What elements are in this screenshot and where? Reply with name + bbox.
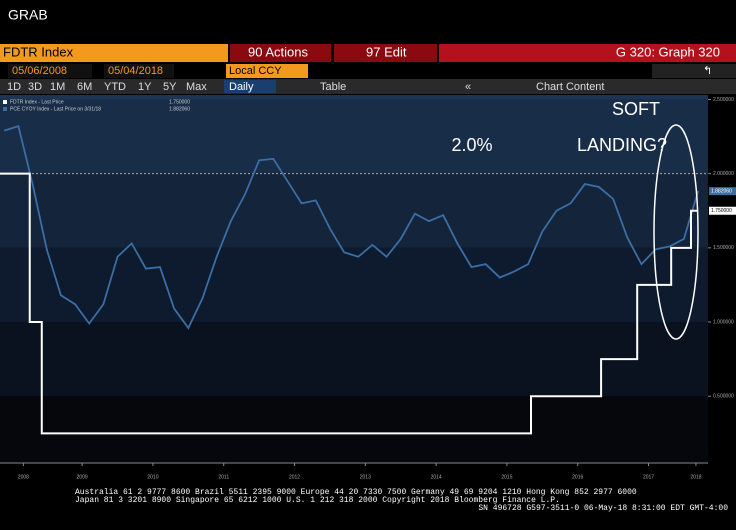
end-date[interactable]: 05/04/2018 [108, 65, 163, 77]
footer-line: Australia 61 2 9777 8600 Brazil 5511 239… [75, 488, 637, 497]
x-tick-label: 2011 [218, 474, 229, 480]
legend-swatch [3, 107, 7, 111]
x-tick-label: 2009 [77, 474, 88, 480]
annotation: 2.0% [451, 135, 492, 155]
series-line [0, 172, 699, 435]
legend-value: 1.750000 [169, 99, 190, 105]
y-tick-label: 1.500000 [713, 245, 734, 251]
back-button[interactable] [652, 64, 736, 78]
legend-swatch [3, 100, 7, 104]
graph-title: G 320: Graph 320 [616, 44, 720, 59]
frequency[interactable]: Daily [229, 81, 254, 93]
x-tick-label: 2016 [572, 474, 583, 480]
chart-content-button[interactable]: Chart Content [536, 81, 604, 93]
y-tick-label: 1.000000 [713, 319, 734, 325]
axis-panel [708, 95, 736, 463]
last-value-box [709, 187, 736, 196]
band [0, 322, 708, 397]
last-value-box [709, 206, 736, 215]
toolbar [0, 79, 736, 94]
actions-menu[interactable] [230, 44, 331, 62]
currency[interactable]: Local CCY [229, 65, 282, 77]
annotation: LANDING? [577, 135, 667, 155]
actions-label[interactable]: 90 Actions [248, 44, 308, 59]
edit-menu[interactable] [334, 44, 437, 62]
band [0, 95, 708, 100]
x-tick-label: 2010 [147, 474, 158, 480]
range-button[interactable]: 1M [50, 81, 65, 93]
band [0, 247, 708, 323]
series-line [3, 125, 699, 330]
x-tick-label: 2018 [690, 474, 701, 480]
legend-label: PCE CYOY Index - Last Price on 3/31/18 [10, 106, 101, 112]
legend-value: 1.882060 [169, 106, 190, 112]
end-date-field[interactable] [104, 64, 174, 78]
range-button[interactable]: 3D [28, 81, 42, 93]
currency-field[interactable] [226, 64, 308, 78]
range-buttons: 1D 3D 1M 6M YTD 1Y 5Y Max [7, 81, 207, 93]
ticker[interactable]: FDTR Index [3, 44, 74, 59]
x-tick-label: 2012 [289, 474, 300, 480]
band [0, 173, 708, 248]
legend-label: FDTR Index - Last Price [10, 99, 64, 105]
last-value-label: 1.750000 [711, 208, 732, 214]
ticker-bar [0, 44, 228, 62]
range-button[interactable]: Max [186, 81, 207, 93]
frequency-button[interactable] [224, 80, 276, 93]
highlight-ellipse [653, 124, 699, 340]
footer-line: SN 496728 G597-3511-0 06-May-18 8:31:00 … [478, 504, 728, 513]
table-button[interactable]: Table [320, 81, 346, 93]
y-tick-label: 2.500000 [713, 97, 734, 103]
scroll-left[interactable]: « [465, 81, 471, 93]
y-tick-label: 2.000000 [713, 171, 734, 177]
window-title: GRAB [8, 7, 48, 23]
range-button[interactable]: 1Y [138, 81, 152, 93]
x-tick-label: 2013 [360, 474, 371, 480]
graph-bar [439, 44, 736, 62]
y-tick-label: 0.500000 [713, 394, 734, 400]
plot: 0.500000 1.000000 1.500000 2.000000 2.500000… [0, 95, 736, 480]
range-button[interactable]: YTD [104, 81, 126, 93]
range-button[interactable]: 1D [7, 81, 21, 93]
range-button[interactable]: 5Y [163, 81, 177, 93]
annotation: SOFT [612, 99, 660, 119]
edit-label[interactable]: 97 Edit [366, 44, 407, 59]
last-value-label: 1.882060 [711, 188, 732, 194]
band [0, 396, 708, 463]
band [0, 99, 708, 174]
back-icon[interactable]: ↰ [703, 65, 712, 77]
x-tick-label: 2015 [501, 474, 512, 480]
footer-line: Japan 81 3 3201 8900 Singapore 65 6212 1… [75, 496, 560, 505]
x-tick-label: 2008 [18, 474, 29, 480]
range-button[interactable]: 6M [77, 81, 92, 93]
start-date[interactable]: 05/06/2008 [12, 65, 67, 77]
x-tick-label: 2014 [431, 474, 442, 480]
start-date-field[interactable] [8, 64, 92, 78]
x-tick-label: 2017 [643, 474, 654, 480]
